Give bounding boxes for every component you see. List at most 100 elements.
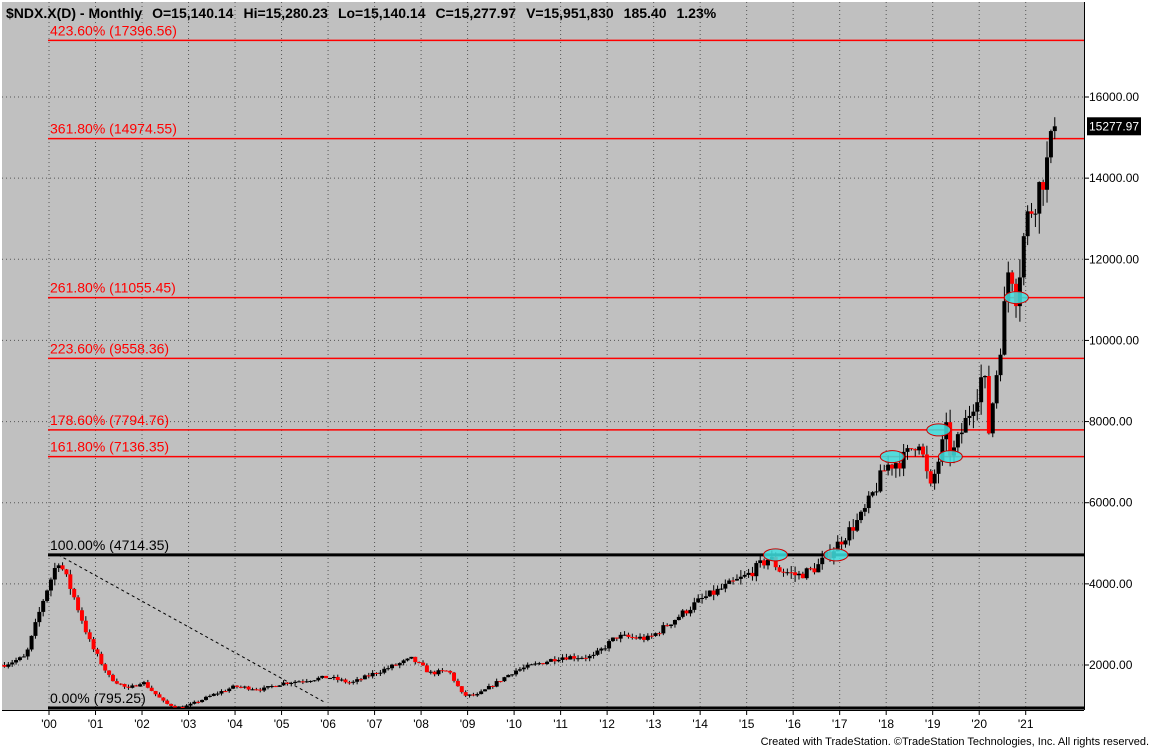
candle-body <box>843 540 848 545</box>
candle-body <box>529 664 534 666</box>
footer-credit: Created with TradeStation. ©TradeStation… <box>761 736 1149 748</box>
candle-body <box>785 572 790 574</box>
candle-body <box>413 656 418 663</box>
candle-body <box>103 664 108 671</box>
candle-body <box>645 635 650 640</box>
candle-body <box>750 572 755 577</box>
candle-body <box>467 694 472 696</box>
candle-body <box>300 681 305 683</box>
y-tick-label: 8000.00 <box>1089 415 1133 429</box>
candle-body <box>223 691 228 693</box>
candle-body <box>595 650 600 655</box>
candle-body <box>231 685 236 689</box>
candle-body <box>533 663 538 665</box>
last-price-box <box>1087 117 1141 136</box>
candle-body <box>738 576 743 579</box>
candle-body <box>862 508 867 512</box>
candle-body <box>971 411 976 416</box>
candle-body <box>715 588 720 595</box>
candle-body <box>587 655 592 659</box>
highlight-ellipse <box>879 450 905 464</box>
last-price-tag: 15277.97 <box>1087 117 1141 136</box>
candle-body <box>909 448 914 450</box>
candle-body <box>955 434 960 448</box>
candle-body <box>1010 272 1015 284</box>
candle-body <box>196 701 201 703</box>
candle-body <box>820 557 825 565</box>
candle-body <box>110 674 115 682</box>
candle-body <box>731 580 736 582</box>
x-tick-label: '02 <box>134 717 150 731</box>
candle-body <box>1029 211 1034 214</box>
fib-level-label: 261.80% (11055.45) <box>50 280 176 296</box>
candle-body <box>812 568 817 573</box>
candle-body <box>45 590 50 601</box>
candle-body <box>262 687 267 691</box>
candle-body <box>91 639 96 650</box>
candle-body <box>324 675 329 679</box>
y-tick-label: 4000.00 <box>1089 577 1133 591</box>
highlight-ellipses <box>762 291 1029 562</box>
candle-body <box>688 609 693 614</box>
candle-body <box>610 637 615 642</box>
candle-body <box>517 669 522 671</box>
candle-body <box>490 685 495 687</box>
candle-body <box>835 541 840 552</box>
candle-body <box>754 563 759 577</box>
candle-body <box>48 579 53 591</box>
candle-body <box>471 694 476 696</box>
candle-body <box>359 679 364 681</box>
candle-body <box>765 559 770 566</box>
change-value: 185.40 <box>624 5 667 21</box>
candle-body <box>723 583 728 589</box>
candle-body <box>172 705 177 708</box>
candle-body <box>331 676 336 679</box>
y-tick-label: 12000.00 <box>1089 252 1139 266</box>
candle-body <box>638 636 643 639</box>
candle-body <box>537 663 542 665</box>
candle-body <box>432 671 437 675</box>
candle-body <box>603 648 608 650</box>
candle-body <box>1033 213 1038 215</box>
candle-body <box>672 620 677 625</box>
x-tick-label: '09 <box>460 717 476 731</box>
y-tick-label: 6000.00 <box>1089 496 1133 510</box>
candle-body <box>126 686 131 688</box>
fib-level-label: 223.60% (9558.36) <box>50 340 169 356</box>
candle-body <box>401 660 406 664</box>
change-pct-value: 1.23% <box>677 5 717 21</box>
candle-body <box>335 676 340 680</box>
candle-body <box>789 572 794 574</box>
candle-body <box>552 659 557 662</box>
candle-body <box>804 568 809 579</box>
candle-body <box>455 680 460 687</box>
y-tick-label: 16000.00 <box>1089 90 1139 104</box>
candle-body <box>134 685 139 687</box>
candle-body <box>498 681 503 683</box>
candle-body <box>10 662 15 665</box>
candle-body <box>932 473 937 484</box>
candle-body <box>64 569 69 575</box>
candle-body <box>486 685 491 690</box>
candle-body <box>665 625 670 627</box>
candle-body <box>328 678 333 680</box>
x-tick-label: '00 <box>41 717 57 731</box>
candle-body <box>773 556 778 568</box>
candle-body <box>246 686 251 690</box>
fib-levels: 423.60% (17396.56) 361.80% (14974.55) 261.… <box>48 22 1084 710</box>
candle-body <box>998 354 1003 376</box>
candle-body <box>347 682 352 684</box>
candle-body <box>463 692 468 696</box>
candle-body <box>928 471 933 484</box>
candle-body <box>397 663 402 666</box>
candle-body <box>545 661 550 665</box>
candle-body <box>56 565 61 569</box>
candle-body <box>680 610 685 617</box>
highlight-ellipse <box>926 423 952 437</box>
candle-body <box>560 657 565 660</box>
candle-body <box>855 520 860 531</box>
candle-body <box>979 377 984 403</box>
candle-body <box>940 439 945 462</box>
candle-body <box>967 415 972 418</box>
